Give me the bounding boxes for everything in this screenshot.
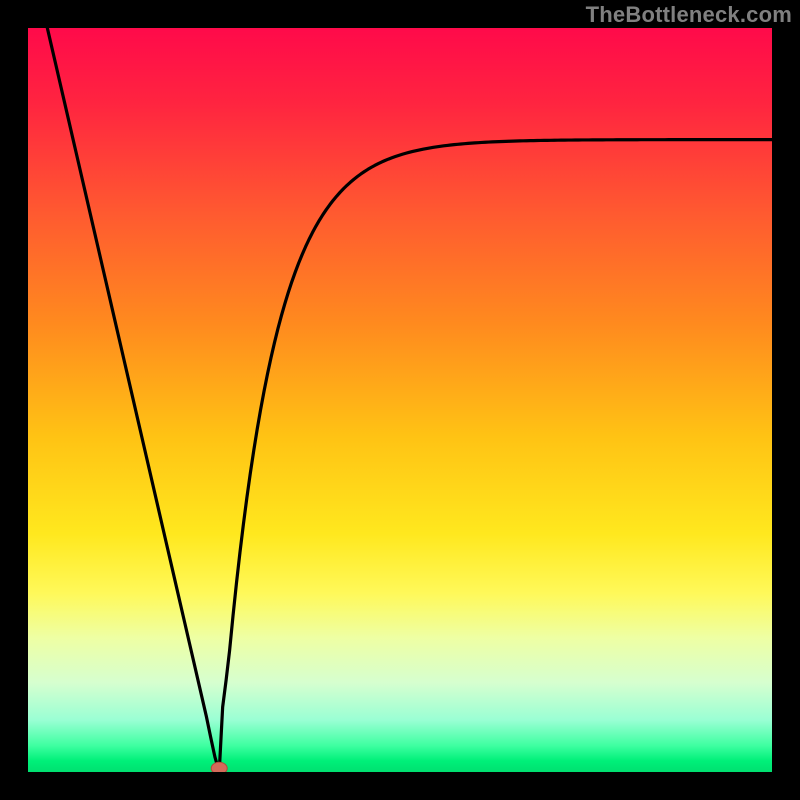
chart-frame: TheBottleneck.com (0, 0, 800, 800)
chart-svg (0, 0, 800, 800)
frame-border (0, 772, 800, 800)
frame-border (0, 0, 28, 800)
frame-border (772, 0, 800, 800)
watermark-text: TheBottleneck.com (586, 2, 792, 28)
